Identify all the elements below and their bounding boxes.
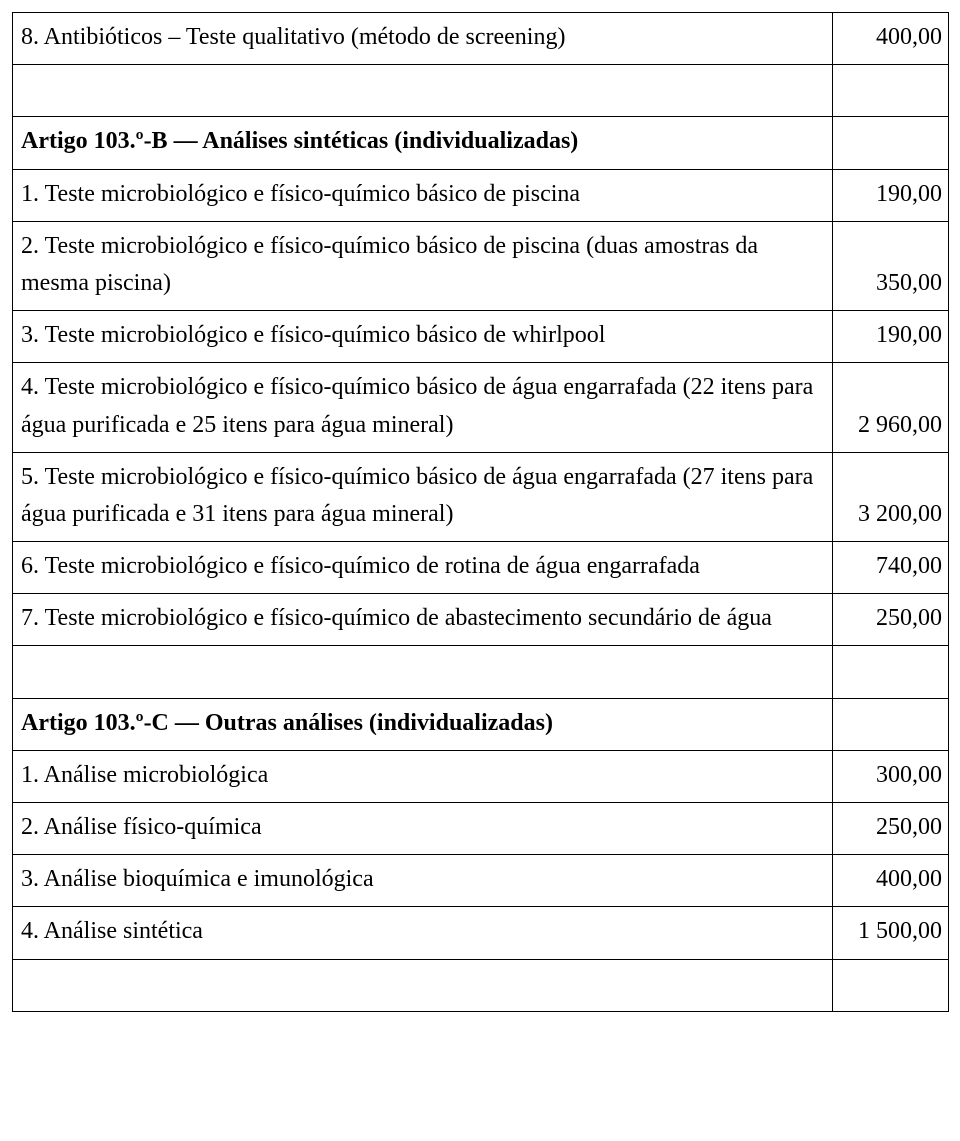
row-value: 190,00 [833, 311, 949, 363]
table-row-empty [13, 959, 949, 1011]
row-label: 4. Análise sintética [13, 907, 833, 959]
row-label: 3. Análise bioquímica e imunológica [13, 855, 833, 907]
fees-table: 8. Antibióticos – Teste qualitativo (mét… [12, 12, 949, 1012]
row-label: 7. Teste microbiológico e físico-químico… [13, 594, 833, 646]
table-row: 4. Teste microbiológico e físico-químico… [13, 363, 949, 452]
section-heading: Artigo 103.º-C — Outras análises (indivi… [13, 698, 833, 750]
row-label: 8. Antibióticos – Teste qualitativo (mét… [13, 13, 833, 65]
section-heading-row: Artigo 103.º-B — Análises sintéticas (in… [13, 117, 949, 169]
table-row: 3. Teste microbiológico e físico-químico… [13, 311, 949, 363]
row-value [833, 698, 949, 750]
row-value [833, 959, 949, 1011]
table-row: 2. Análise físico-química 250,00 [13, 803, 949, 855]
row-label: 2. Teste microbiológico e físico-químico… [13, 221, 833, 310]
row-value: 3 200,00 [833, 452, 949, 541]
row-value: 300,00 [833, 750, 949, 802]
table-row: 1. Análise microbiológica 300,00 [13, 750, 949, 802]
table-row: 4. Análise sintética 1 500,00 [13, 907, 949, 959]
row-label [13, 65, 833, 117]
row-label [13, 646, 833, 698]
row-value: 250,00 [833, 594, 949, 646]
row-value: 250,00 [833, 803, 949, 855]
row-label [13, 959, 833, 1011]
row-value: 1 500,00 [833, 907, 949, 959]
table-row: 3. Análise bioquímica e imunológica 400,… [13, 855, 949, 907]
table-row-empty [13, 65, 949, 117]
section-heading-row: Artigo 103.º-C — Outras análises (indivi… [13, 698, 949, 750]
row-value [833, 646, 949, 698]
row-value: 350,00 [833, 221, 949, 310]
table-row: 6. Teste microbiológico e físico-químico… [13, 542, 949, 594]
row-value: 400,00 [833, 13, 949, 65]
row-label: 5. Teste microbiológico e físico-químico… [13, 452, 833, 541]
row-label: 2. Análise físico-química [13, 803, 833, 855]
row-label: 3. Teste microbiológico e físico-químico… [13, 311, 833, 363]
table-row: 7. Teste microbiológico e físico-químico… [13, 594, 949, 646]
table-row: 2. Teste microbiológico e físico-químico… [13, 221, 949, 310]
row-label: 1. Teste microbiológico e físico-químico… [13, 169, 833, 221]
row-value [833, 117, 949, 169]
row-label: 1. Análise microbiológica [13, 750, 833, 802]
row-value: 400,00 [833, 855, 949, 907]
row-label: 6. Teste microbiológico e físico-químico… [13, 542, 833, 594]
table-row: 8. Antibióticos – Teste qualitativo (mét… [13, 13, 949, 65]
section-heading: Artigo 103.º-B — Análises sintéticas (in… [13, 117, 833, 169]
table-row: 1. Teste microbiológico e físico-químico… [13, 169, 949, 221]
row-label: 4. Teste microbiológico e físico-químico… [13, 363, 833, 452]
row-value: 190,00 [833, 169, 949, 221]
row-value: 740,00 [833, 542, 949, 594]
table-row: 5. Teste microbiológico e físico-químico… [13, 452, 949, 541]
row-value: 2 960,00 [833, 363, 949, 452]
table-row-empty [13, 646, 949, 698]
row-value [833, 65, 949, 117]
